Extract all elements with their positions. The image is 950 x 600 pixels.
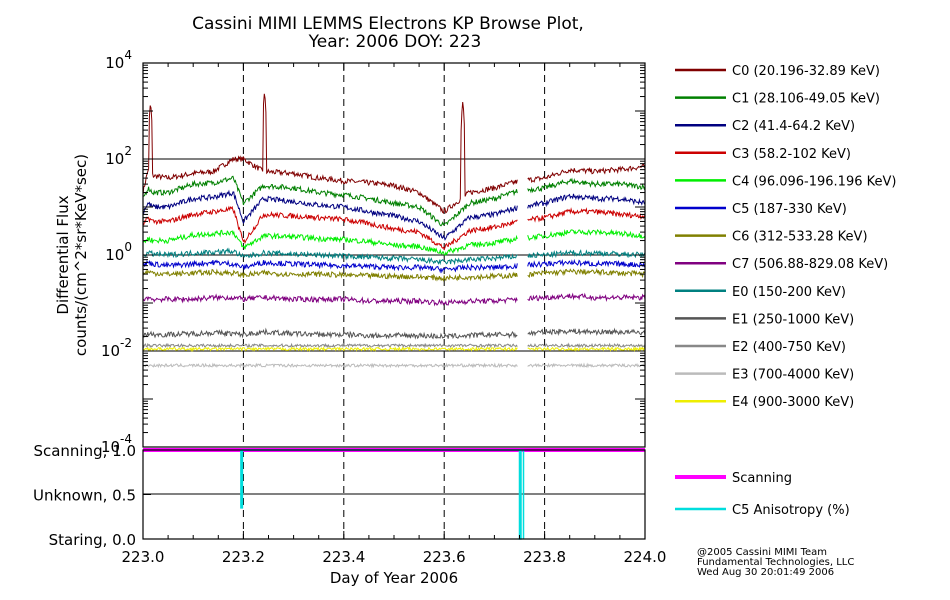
legend-label-c1-28-106-49-05-kev: C1 (28.106-49.05 KeV) — [732, 92, 880, 107]
series-line-e0-150-200-kev-seg1 — [527, 249, 646, 259]
x-tick-label: 223.6 — [423, 548, 466, 566]
series-line-c0-20-196-32-89-kev-seg1 — [527, 163, 646, 183]
series-line-e1-250-1000-kev-seg1 — [527, 327, 646, 337]
series-line-c2-41-4-64-2-kev — [142, 189, 518, 241]
series-line-e0-150-200-kev — [142, 247, 518, 266]
credit-line3: Wed Aug 30 20:01:49 2006 — [697, 567, 834, 578]
y-tick-label: 100 — [105, 240, 132, 264]
y-tick-label: 10-4 — [101, 432, 132, 456]
x-tick-label: 224.0 — [624, 548, 667, 566]
series-line-e4-900-3000-kev-seg1 — [527, 346, 646, 352]
series-line-c1-28-106-49-05-kev-seg1 — [527, 177, 646, 194]
legend-label-c4-96-096-196-196-kev: C4 (96.096-196.196 KeV) — [732, 174, 896, 189]
y-tick-label: 104 — [105, 48, 132, 72]
legend-label-e2-400-750-kev: E2 (400-750 KeV) — [732, 340, 846, 355]
series-line-c5-187-330-kev-seg1 — [527, 258, 646, 269]
legend-label-e3-700-4000-kev: E3 (700-4000 KeV) — [732, 368, 854, 383]
legend-label-c0-20-196-32-89-kev: C0 (20.196-32.89 KeV) — [732, 64, 880, 79]
y-axis-label-line2: counts/(cm^2*sr*KeV*sec) — [72, 154, 90, 356]
flux-y-ticks: 104 102 100 10-2 10-4 — [101, 48, 645, 456]
mode-y-tick-label: Unknown, 0.5 — [33, 487, 136, 505]
series-line-c7-506-88-829-08-kev — [142, 293, 518, 307]
series-line-c5-187-330-kev — [142, 259, 518, 274]
series-line-c7-506-88-829-08-kev-seg1 — [527, 292, 646, 302]
series-line-c2-41-4-64-2-kev-seg1 — [527, 193, 646, 210]
mode-y-tick-label: Scanning, 1.0 — [33, 442, 136, 460]
series-line-e4-900-3000-kev — [142, 346, 518, 353]
x-tick-label: 223.8 — [523, 548, 566, 566]
legend-label-c7-506-88-829-08-kev: C7 (506.88-829.08 KeV) — [732, 257, 888, 272]
mode-panel: Scanning, 1.0 Unknown, 0.5 Staring, 0.0 — [33, 442, 646, 549]
flux-panel: 104 102 100 10-2 10-4 — [101, 48, 646, 456]
legend-label-c3-58-2-102-kev: C3 (58.2-102 KeV) — [732, 147, 851, 162]
x-tick-label: 223.4 — [322, 548, 365, 566]
legend-label-e1-250-1000-kev: E1 (250-1000 KeV) — [732, 312, 854, 327]
legend-label-c2-41-4-64-2-kev: C2 (41.4-64.2 KeV) — [732, 119, 855, 134]
legend-lower: Scanning C5 Anisotropy (%) — [675, 471, 850, 518]
series-line-c0-20-196-32-89-kev — [142, 93, 518, 214]
legend-label-scanning: Scanning — [732, 471, 792, 486]
y-tick-label: 10-2 — [101, 336, 132, 360]
series-line-e2-400-750-kev-seg1 — [527, 342, 646, 349]
series-line-c3-58-2-102-kev-seg1 — [527, 207, 646, 223]
y-tick-label: 102 — [105, 144, 132, 168]
legend-label-c6-312-533-28-kev: C6 (312-533.28 KeV) — [732, 230, 868, 245]
chart-title-line1: Cassini MIMI LEMMS Electrons KP Browse P… — [192, 14, 584, 34]
series-line-c6-312-533-28-kev — [142, 268, 518, 282]
legend-label-e4-900-3000-kev: E4 (900-3000 KeV) — [732, 395, 854, 410]
x-axis-label: Day of Year 2006 — [330, 569, 458, 587]
series-line-c1-28-106-49-05-kev — [142, 175, 518, 227]
series-line-e3-700-4000-kev — [142, 362, 518, 369]
legend-label-c5-anisotropy: C5 Anisotropy (%) — [732, 503, 850, 518]
credit-line1: @2005 Cassini MIMI Team — [697, 547, 827, 558]
series-line-e2-400-750-kev — [142, 342, 518, 349]
mode-y-ticks: Scanning, 1.0 Unknown, 0.5 Staring, 0.0 — [33, 442, 151, 549]
flux-series — [142, 93, 646, 369]
series-line-c3-58-2-102-kev — [142, 205, 518, 251]
x-axis-ticks: 223.0 223.2 223.4 223.6 223.8 224.0 — [122, 63, 667, 566]
day-marker-lines-lower — [242, 450, 546, 539]
series-line-c6-312-533-28-kev-seg1 — [527, 267, 646, 279]
series-line-e1-250-1000-kev — [142, 327, 518, 340]
chart-title-line2: Year: 2006 DOY: 223 — [308, 32, 482, 52]
mode-y-tick-label: Staring, 0.0 — [49, 531, 136, 549]
credit-line2: Fundamental Technologies, LLC — [697, 557, 854, 568]
x-tick-label: 223.2 — [222, 548, 265, 566]
series-line-c4-96-096-196-196-kev — [142, 229, 518, 256]
y-axis-label-line1: Differential Flux — [54, 195, 72, 314]
series-line-e3-700-4000-kev-seg1 — [527, 362, 646, 369]
legend: C0 (20.196-32.89 KeV) C1 (28.106-49.05 Ke… — [675, 64, 896, 410]
x-tick-label: 223.0 — [122, 548, 165, 566]
legend-label-e0-150-200-kev: E0 (150-200 KeV) — [732, 285, 846, 300]
series-line-c4-96-096-196-196-kev-seg1 — [527, 228, 646, 242]
legend-label-c5-187-330-kev: C5 (187-330 KeV) — [732, 202, 847, 217]
